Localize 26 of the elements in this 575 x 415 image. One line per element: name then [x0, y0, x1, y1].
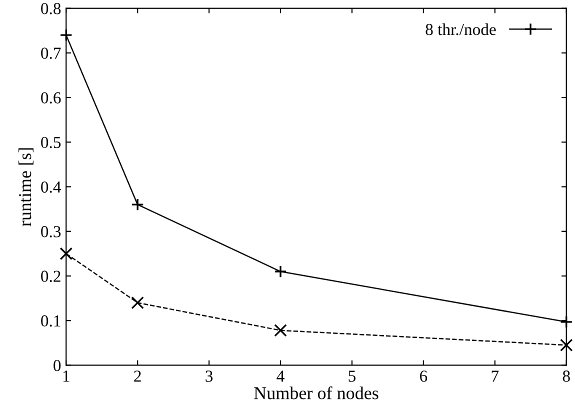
y-tick-label: 0.3 [41, 226, 61, 238]
x-axis-title: Number of nodes [254, 386, 378, 400]
y-tick-label: 0.1 [41, 315, 60, 327]
y-tick-label: 0.7 [41, 48, 61, 59]
y-axis-title: runtime [s] [18, 148, 34, 226]
x-tick-label: 3 [206, 370, 213, 382]
y-tick-label: 0.8 [41, 3, 61, 14]
y-tick-label: 0.6 [41, 92, 61, 104]
y-tick-label: 0.4 [41, 181, 62, 193]
y-tick-label: 0 [54, 360, 61, 372]
x-tick-label: 5 [348, 370, 356, 382]
x-tick-label: 7 [492, 370, 499, 382]
x-tick-label: 4 [276, 370, 284, 382]
x-tick-label: 8 [562, 370, 570, 382]
y-tick-label: 0.2 [41, 270, 60, 282]
x-tick-label: 1 [63, 370, 70, 382]
point [60, 247, 73, 260]
point [131, 296, 144, 310]
x-tick-label: 6 [420, 370, 428, 382]
point [274, 324, 287, 337]
point [274, 265, 287, 278]
legend-label: 8 thr./node [426, 23, 496, 36]
point [131, 198, 144, 211]
point [560, 338, 573, 352]
y-tick-label: 0.5 [41, 136, 61, 148]
x-tick-label: 2 [134, 370, 141, 382]
